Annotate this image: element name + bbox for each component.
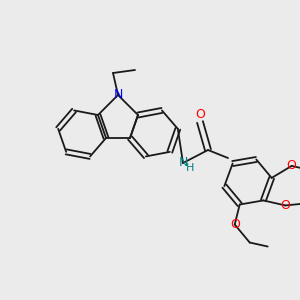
Text: O: O (230, 218, 240, 231)
Text: O: O (195, 107, 205, 121)
Text: O: O (287, 159, 297, 172)
Text: H: H (186, 163, 194, 173)
Text: N: N (113, 88, 123, 101)
Text: N: N (178, 157, 188, 169)
Text: O: O (280, 199, 290, 212)
